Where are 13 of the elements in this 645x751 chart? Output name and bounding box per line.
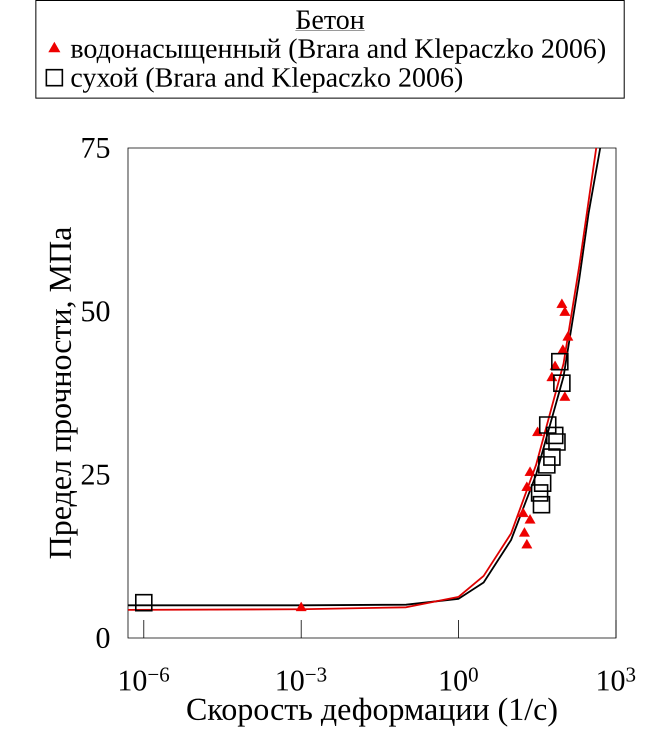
- y-tick-label: 50: [82, 301, 110, 322]
- x-tick-label: 10$^{−6}$: [120, 668, 170, 691]
- x-tick-label: 10$^{3}$: [598, 668, 636, 691]
- y-tick-label: 0: [96, 628, 110, 648]
- x-axis-title: Скорость деформации (1/с): [187, 698, 557, 727]
- legend-label: водонасыщенный (Brara and Klepaczko 2006): [70, 38, 605, 64]
- legend-label: сухой (Brara and Klepaczko 2006): [71, 67, 462, 93]
- x-tick-label: 10$^{−3}$: [277, 668, 326, 691]
- y-tick-label: 75: [82, 138, 110, 158]
- y-tick-label: 25: [82, 464, 110, 485]
- x-tick-label: 10$^{0}$: [440, 668, 478, 691]
- y-axis-title: Предел прочности, МПа: [50, 227, 78, 558]
- legend-title: Бетон: [296, 10, 364, 30]
